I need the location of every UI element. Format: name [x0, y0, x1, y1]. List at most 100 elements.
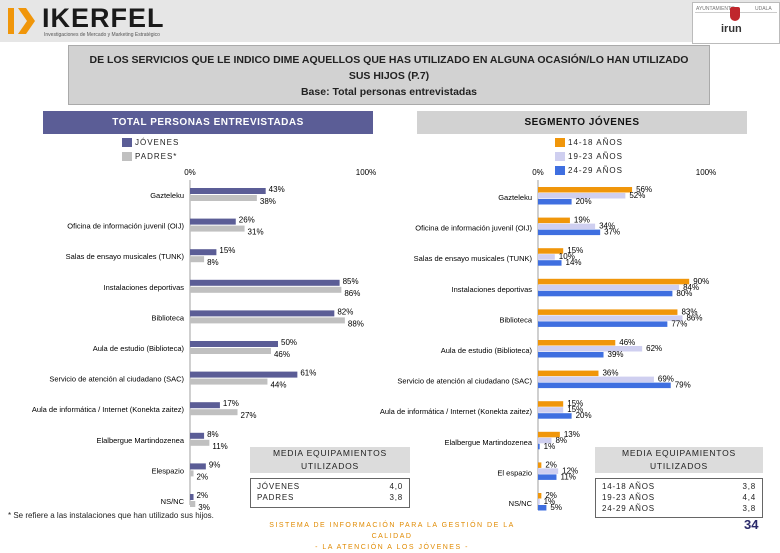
bar: [538, 474, 557, 480]
page-number: 34: [744, 517, 759, 532]
legend-swatch: [555, 138, 565, 147]
legend-label: 24-29 AÑOS: [568, 166, 623, 175]
data-label: 20%: [576, 411, 592, 420]
bar: [190, 249, 217, 256]
data-label: 38%: [260, 197, 276, 206]
bar: [190, 218, 236, 225]
summary-label: JÓVENES: [257, 482, 300, 491]
data-label: 3%: [198, 503, 210, 512]
summary-title-line: MEDIA EQUIPAMIENTOS: [621, 448, 737, 458]
bar: [538, 352, 604, 358]
legend-swatch: [555, 152, 565, 161]
bar: [190, 409, 238, 416]
bar: [190, 432, 205, 439]
data-label: 90%: [693, 277, 709, 286]
section-title-jovenes: SEGMENTO JÓVENES: [417, 111, 747, 134]
data-label: 56%: [636, 185, 652, 194]
shield-icon: [730, 7, 740, 21]
data-label: 12%: [562, 466, 578, 475]
category-label: Gazteleku: [150, 191, 184, 200]
data-label: 52%: [629, 191, 645, 200]
data-label: 86%: [686, 313, 702, 322]
data-label: 26%: [239, 216, 255, 225]
bar: [190, 494, 194, 500]
data-label: 34%: [599, 222, 615, 231]
bar: [190, 225, 245, 232]
bar: [190, 470, 194, 477]
category-label: Elalbergue Martindozenea: [96, 436, 184, 445]
question-title: DE LOS SERVICIOS QUE LE INDICO DIME AQUE…: [68, 45, 710, 105]
bar: [538, 254, 555, 260]
data-label: 11%: [212, 442, 227, 451]
data-label: 46%: [274, 350, 290, 359]
data-label: 13%: [564, 430, 580, 439]
data-label: 82%: [337, 307, 353, 316]
data-label: 83%: [681, 307, 697, 316]
bar: [190, 501, 196, 507]
category-label: Biblioteca: [151, 313, 184, 322]
category-label: Elalbergue Martindozenea: [444, 438, 532, 447]
bar: [538, 462, 542, 468]
bar: [538, 278, 690, 285]
bar: [538, 401, 564, 407]
category-label: El espazio: [497, 468, 532, 477]
bar: [190, 402, 220, 409]
data-label: 77%: [671, 319, 687, 328]
legend-item-19-23: 19-23 AÑOS: [555, 152, 623, 161]
data-label: 31%: [248, 228, 264, 237]
bar: [538, 284, 680, 291]
summary-label: 14-18 AÑOS: [602, 482, 655, 491]
data-label: 27%: [241, 411, 257, 420]
data-label: 79%: [675, 381, 691, 390]
bar: [190, 195, 257, 201]
data-label: 88%: [348, 319, 364, 328]
category-label: Servicio de atención al ciudadano (SAC): [397, 377, 532, 386]
bar: [538, 309, 678, 315]
category-label: Elespazio: [151, 466, 184, 475]
summary-label: PADRES: [257, 493, 295, 502]
bar: [538, 260, 562, 266]
bar: [190, 317, 345, 324]
data-label: 17%: [223, 399, 239, 408]
bar: [190, 348, 271, 354]
title-base: Base: Total personas entrevistadas: [300, 86, 478, 98]
bar: [538, 346, 643, 352]
category-label: Aula de estudio (Biblioteca): [441, 346, 533, 355]
legend-label: JÓVENES: [135, 138, 180, 147]
data-label: 15%: [567, 405, 583, 414]
data-label: 36%: [602, 369, 618, 378]
category-label: Aula de informática / Internet (Konekta …: [380, 407, 533, 416]
footer-line-2: - LA ATENCIÓN A LOS JÓVENES -: [315, 544, 469, 551]
category-label: Salas de ensayo musicales (TUNK): [66, 252, 185, 261]
summary-label: 24-29 AÑOS: [602, 504, 655, 513]
data-label: 1%: [544, 497, 556, 506]
bar: [538, 437, 552, 444]
bar: [538, 290, 673, 297]
irun-name: irun: [721, 23, 742, 35]
bar: [538, 217, 570, 224]
category-label: Aula de estudio (Biblioteca): [93, 344, 185, 353]
legend-label: PADRES*: [135, 152, 178, 161]
data-label: 43%: [269, 185, 285, 194]
brand-subtitle: Investigaciones de Mercado y Marketing E…: [44, 32, 160, 38]
title-line-1: DE LOS SERVICIOS QUE LE INDICO DIME AQUE…: [89, 54, 689, 66]
category-label: Oficina de información juvenil (OIJ): [67, 222, 184, 231]
summary-label: 19-23 AÑOS: [602, 493, 655, 502]
bar: [190, 378, 268, 385]
data-label: 44%: [270, 381, 286, 390]
bar: [538, 199, 572, 205]
bar: [190, 463, 206, 470]
bar: [190, 256, 205, 263]
data-label: 62%: [646, 344, 662, 353]
category-label: NS/NC: [509, 499, 533, 508]
data-label: 2%: [545, 460, 557, 469]
bar: [538, 499, 540, 505]
data-label: 84%: [683, 283, 699, 292]
data-label: 19%: [574, 216, 590, 225]
irun-right-label: UDALA: [755, 6, 772, 12]
data-label: 14%: [566, 258, 582, 267]
summary-title-line: MEDIA EQUIPAMIENTOS: [272, 448, 388, 458]
data-label: 37%: [604, 228, 620, 237]
bar: [538, 223, 596, 230]
data-label: 15%: [567, 246, 583, 255]
